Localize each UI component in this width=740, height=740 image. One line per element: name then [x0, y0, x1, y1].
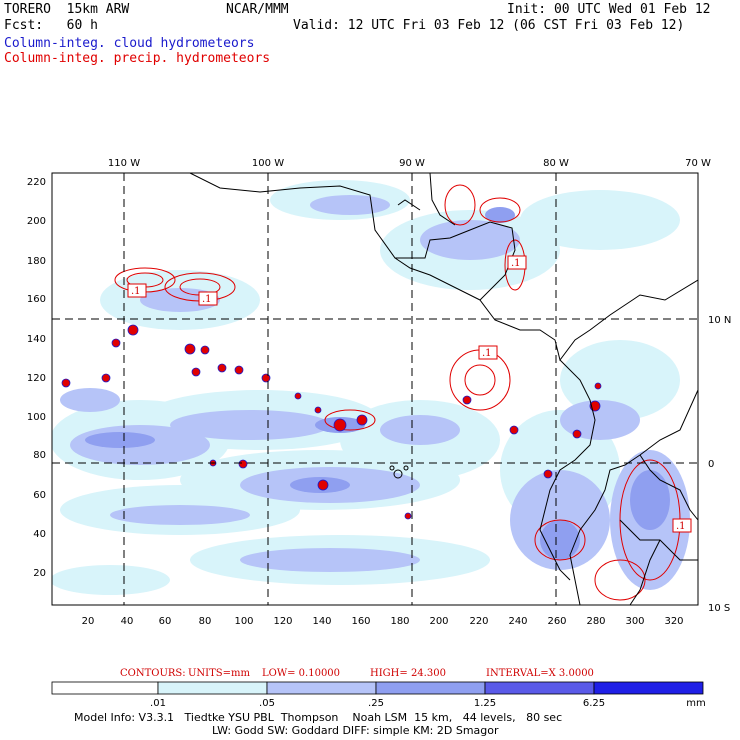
svg-text:.1: .1 [131, 286, 141, 297]
lon-label: 90 W [399, 158, 425, 169]
lon-label: 80 W [543, 158, 569, 169]
contour-label: .1 [127, 283, 147, 298]
colorbar-label: 1.25 [474, 698, 496, 709]
svg-text:.1: .1 [676, 521, 686, 532]
y-tick: 140 [27, 334, 46, 345]
x-tick-labels: 20 40 60 80 100 120 140 160 180 200 220 … [82, 616, 684, 627]
precip-cells [61, 324, 602, 520]
y-tick: 160 [27, 294, 46, 305]
coastlines [189, 173, 698, 605]
x-tick: 140 [312, 616, 331, 627]
x-tick: 260 [547, 616, 566, 627]
organization: NCAR/MMM [226, 2, 289, 17]
colorbar-label: .25 [368, 698, 384, 709]
field-cloud-title: Column-integ. cloud hydrometeors [4, 36, 255, 51]
x-tick: 40 [121, 616, 134, 627]
model-info-line2: LW: Godd SW: Goddard DIFF: simple KM: 2D… [212, 724, 499, 737]
contour-label: .1 [478, 345, 498, 360]
colorbar-unit: mm [686, 698, 705, 709]
contour-info-high: HIGH= 24.300 [370, 668, 446, 679]
x-tick: 220 [469, 616, 488, 627]
contour-info-units: UNITS=mm [188, 668, 251, 679]
y-tick: 180 [27, 256, 46, 267]
init-time: Init: 00 UTC Wed 01 Feb 12 [507, 2, 711, 17]
colorbar-bin [484, 681, 595, 695]
contour-label: .1 [198, 291, 218, 306]
y-tick: 80 [33, 450, 46, 461]
model-name: TORERO 15km ARW [4, 2, 130, 17]
x-tick: 100 [234, 616, 253, 627]
y-tick-labels: 220 200 180 160 140 120 100 80 60 40 20 [27, 177, 46, 579]
field-precip-title: Column-integ. precip. hydrometeors [4, 51, 271, 66]
colorbar-bin [157, 681, 268, 695]
longitude-labels: 110 W 100 W 90 W 80 W 70 W [108, 158, 711, 169]
colorbar-label: .05 [259, 698, 275, 709]
contour-info-label: CONTOURS: [120, 668, 186, 679]
colorbar-label: .01 [150, 698, 166, 709]
lon-label: 100 W [252, 158, 284, 169]
x-tick: 280 [586, 616, 605, 627]
y-tick: 120 [27, 373, 46, 384]
x-tick: 180 [390, 616, 409, 627]
colorbar-bin [266, 681, 377, 695]
y-tick: 20 [33, 568, 46, 579]
lat-label: 10 N [708, 315, 731, 326]
colorbar-bin [51, 681, 159, 695]
colorbar-bin [375, 681, 486, 695]
lat-lon-grid [52, 173, 698, 605]
map-frame [51, 172, 699, 606]
x-tick: 300 [625, 616, 644, 627]
x-tick: 200 [429, 616, 448, 627]
contour-info: CONTOURS: UNITS=mm LOW= 0.10000 HIGH= 24… [120, 668, 594, 679]
x-tick: 160 [351, 616, 370, 627]
lat-label: 10 S [708, 603, 730, 614]
x-tick: 120 [273, 616, 292, 627]
x-tick: 80 [199, 616, 212, 627]
y-tick: 200 [27, 216, 46, 227]
contour-info-interval: INTERVAL=X 3.0000 [486, 668, 594, 679]
colorbar-label: 6.25 [583, 698, 605, 709]
y-tick: 60 [33, 490, 46, 501]
lat-label: 0 [708, 459, 714, 470]
colorbar: .01 .05 .25 1.25 6.25 mm [51, 681, 706, 709]
cloud-shading [52, 173, 698, 605]
contour-info-low: LOW= 0.10000 [262, 668, 340, 679]
x-tick: 60 [159, 616, 172, 627]
contour-label: .1 [672, 518, 692, 533]
colorbar-bin [593, 681, 704, 695]
x-tick: 240 [508, 616, 527, 627]
forecast-hour: Fcst: 60 h [4, 18, 98, 33]
x-tick: 20 [82, 616, 95, 627]
svg-text:.1: .1 [511, 258, 521, 269]
y-tick: 40 [33, 529, 46, 540]
contour-value-boxes: .1 .1 .1 .1 .1 [127, 255, 692, 533]
contour-label: .1 [507, 255, 527, 270]
x-tick: 320 [664, 616, 683, 627]
svg-text:.1: .1 [482, 348, 492, 359]
y-tick: 100 [27, 412, 46, 423]
y-tick: 220 [27, 177, 46, 188]
svg-text:.1: .1 [202, 294, 212, 305]
valid-time: Valid: 12 UTC Fri 03 Feb 12 (06 CST Fri … [293, 18, 685, 33]
latitude-labels: 10 N 0 10 S [708, 315, 731, 614]
lon-label: 70 W [685, 158, 711, 169]
lon-label: 110 W [108, 158, 140, 169]
model-info-line1: Model Info: V3.3.1 Tiedtke YSU PBL Thomp… [74, 711, 563, 724]
